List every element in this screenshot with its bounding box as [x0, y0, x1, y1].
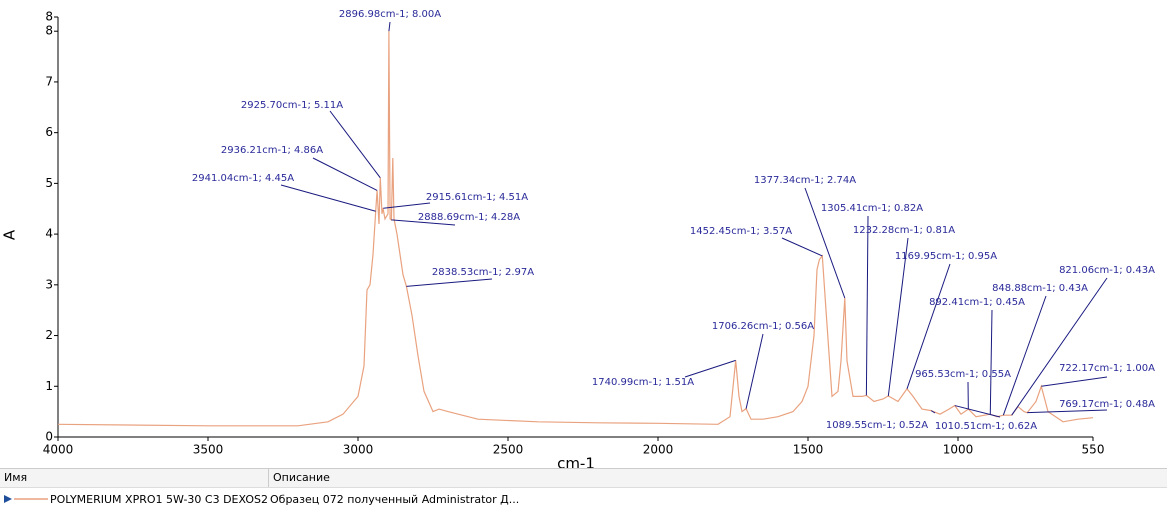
annotation-label: 1305.41cm-1; 0.82A: [821, 203, 923, 214]
x-tick-label: 1000: [943, 443, 974, 457]
annotation-leader: [313, 158, 377, 190]
legend-header: Имя Описание: [0, 469, 1167, 488]
y-axis-label: A: [1, 229, 19, 240]
annotation-label: 1377.34cm-1; 2.74A: [754, 175, 856, 186]
y-tick-label: 5: [45, 176, 53, 190]
x-tick-label: 3000: [343, 443, 374, 457]
y-tick-label: 8: [45, 10, 53, 24]
annotation-leader: [389, 22, 390, 31]
annotation-label: 2896.98cm-1; 8.00A: [339, 9, 441, 20]
annotation-label: 1706.26cm-1; 0.56A: [712, 321, 814, 332]
annotation-leader: [990, 310, 992, 414]
x-tick-label: 2500: [493, 443, 524, 457]
y-tick-label: 2: [45, 328, 53, 342]
x-tick-label: 2000: [643, 443, 674, 457]
series-name: POLYMERIUM XPRO1 5W-30 C3 DEXOS2: [50, 493, 268, 506]
annotation-label: 848.88cm-1; 0.43A: [992, 283, 1088, 294]
chart: A cm-1 0 1 2 3 4 5 6 7 88 4000 3500 3000 2500 2000 150…: [0, 0, 1167, 468]
x-tick-label: 4000: [43, 443, 74, 457]
annotation-label: 1232.28cm-1; 0.81A: [853, 225, 955, 236]
annotation-label: 1452.45cm-1; 3.57A: [690, 226, 792, 237]
annotation-label: 821.06cm-1; 0.43A: [1059, 265, 1155, 276]
annotation-leader: [685, 360, 736, 377]
y-tick-label: 3: [45, 277, 53, 291]
annotation-label: 1089.55cm-1; 0.52A: [826, 420, 928, 431]
legend-icon: [0, 492, 50, 506]
x-axis-label: cm-1: [557, 455, 595, 469]
annotation-leader: [1041, 377, 1107, 386]
annotation-leader: [406, 279, 492, 286]
annotation-leader: [782, 238, 822, 256]
header-cell: Описание: [269, 469, 330, 487]
y-tick-label: 0: [45, 430, 53, 444]
annotation-label: 2925.70cm-1; 5.11A: [241, 100, 343, 111]
x-tick-label: 1500: [793, 443, 824, 457]
annotation-label: 892.41cm-1; 0.45A: [929, 297, 1025, 308]
legend-row[interactable]: POLYMERIUM XPRO1 5W-30 C3 DEXOS2 Образец…: [0, 488, 1167, 510]
annotation-leader: [1012, 278, 1107, 415]
header-cell: Имя: [0, 469, 269, 487]
annotation-leader: [330, 111, 380, 178]
annotation-leader: [866, 216, 868, 395]
y-tick-label: 8: [45, 24, 53, 38]
annotation-label: 2941.04cm-1; 4.45A: [192, 173, 294, 184]
annotation-label: 1740.99cm-1; 1.51A: [592, 377, 694, 388]
annotation-label: 722.17cm-1; 1.00A: [1059, 363, 1155, 374]
series-description: Образец 072 полученный Administrator Д..…: [268, 493, 519, 506]
x-tick-label: 3500: [193, 443, 224, 457]
annotation-label: 769.17cm-1; 0.48A: [1059, 399, 1155, 410]
y-tick-label: 6: [45, 125, 53, 139]
annotation-leader: [1027, 410, 1107, 413]
y-tick-label: 4: [45, 227, 53, 241]
annotation-label: 2915.61cm-1; 4.51A: [426, 192, 528, 203]
y-tick-label: 1: [45, 379, 53, 393]
annotation-label: 2936.21cm-1; 4.86A: [221, 145, 323, 156]
annotation-leader: [281, 185, 376, 211]
annotation-label: 965.53cm-1; 0.55A: [915, 369, 1011, 380]
annotation-label: 2888.69cm-1; 4.28A: [418, 212, 520, 223]
annotation-label: 2838.53cm-1; 2.97A: [432, 267, 534, 278]
annotation-leader: [746, 334, 763, 409]
legend-table: Имя Описание POLYMERIUM XPRO1 5W-30 C3 D…: [0, 468, 1167, 510]
annotation-leader: [955, 406, 1000, 417]
annotation-label: 1169.95cm-1; 0.95A: [895, 251, 997, 262]
annotation-label: 1010.51cm-1; 0.62A: [935, 421, 1037, 432]
y-tick-label: 7: [45, 74, 53, 88]
x-tick-label: 550: [1082, 443, 1105, 457]
